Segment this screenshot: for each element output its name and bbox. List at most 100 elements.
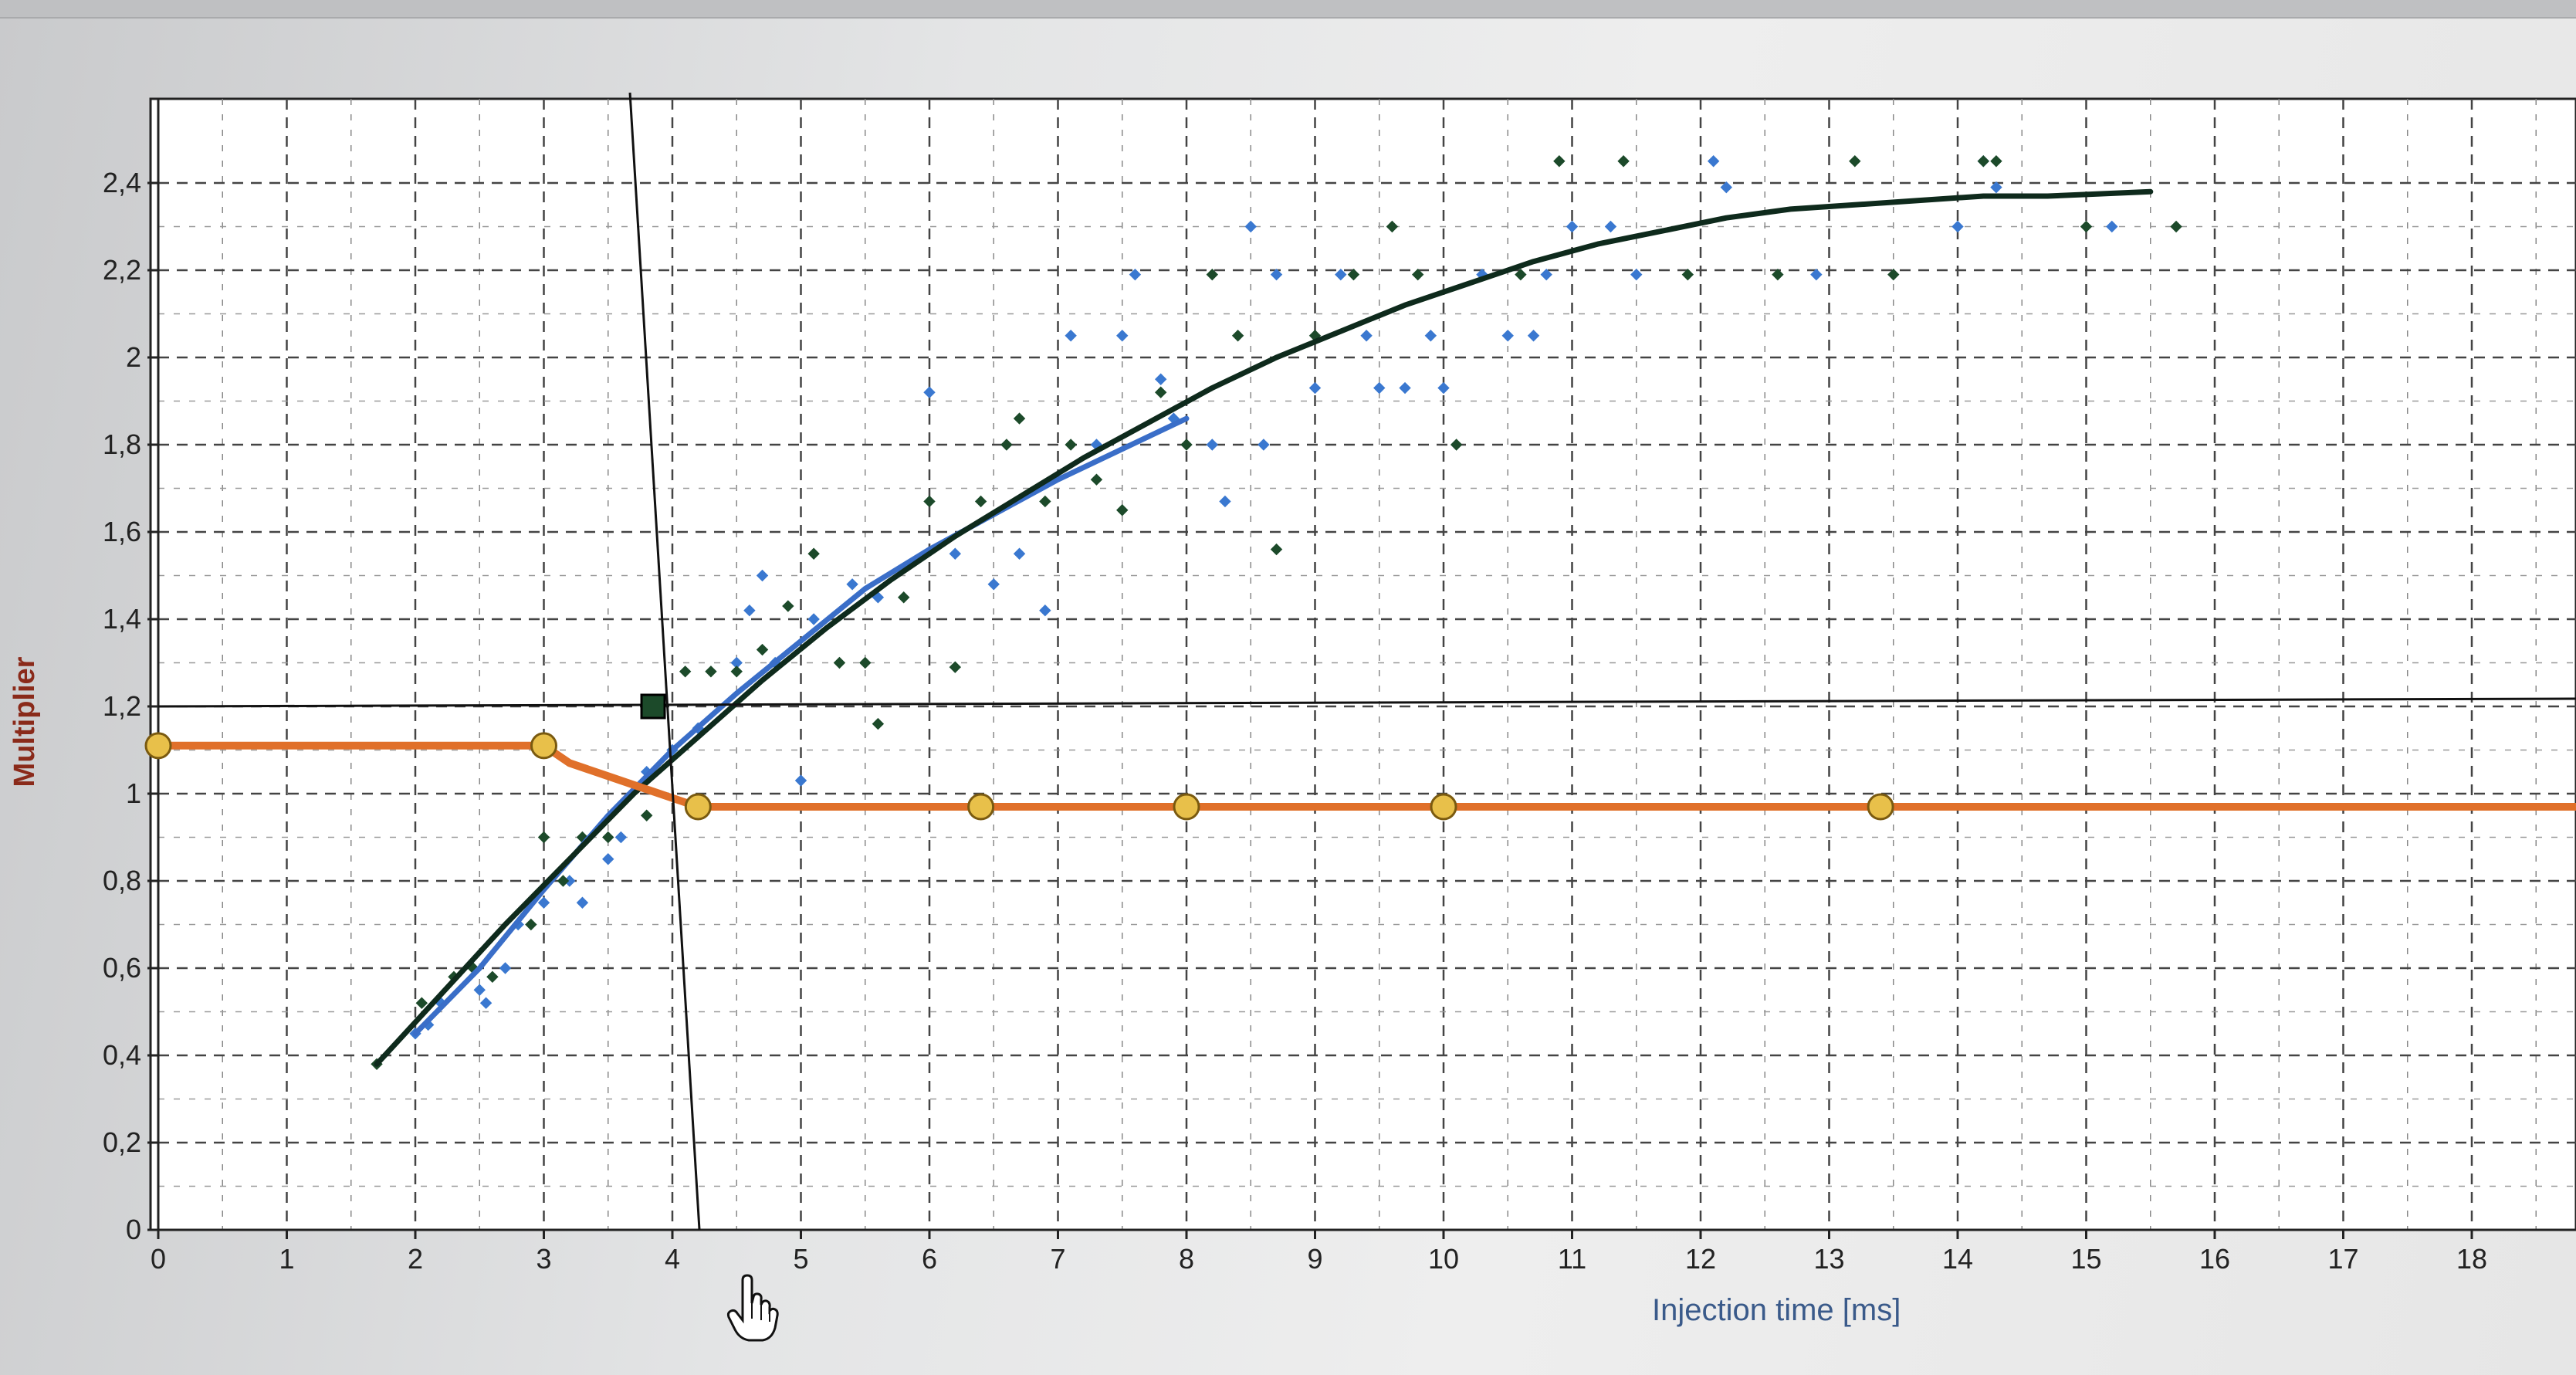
data-point-marker	[756, 569, 769, 582]
data-point-marker	[679, 665, 692, 678]
y-tick-label: 0	[126, 1214, 141, 1245]
y-tick-label: 0,2	[103, 1126, 141, 1158]
window-top-bar	[0, 0, 2576, 19]
curve-handle[interactable]	[530, 732, 557, 760]
curve-handle[interactable]	[967, 793, 995, 821]
crosshair-marker[interactable]	[640, 693, 666, 720]
series-group	[409, 155, 2118, 1040]
data-point-marker	[1013, 547, 1026, 560]
data-point-marker	[705, 665, 717, 678]
data-point-marker	[1810, 268, 1823, 281]
hand-pointer-icon	[726, 1274, 779, 1342]
data-point-marker	[807, 547, 820, 560]
x-tick-label: 5	[793, 1243, 808, 1275]
x-tick-label: 16	[2199, 1243, 2230, 1275]
data-point-marker	[1617, 155, 1630, 168]
data-point-marker	[743, 604, 756, 617]
data-point-marker	[1604, 220, 1617, 233]
data-point-marker	[1065, 439, 1077, 451]
data-point-marker	[602, 831, 614, 844]
data-point-marker	[846, 578, 858, 591]
data-point-marker	[794, 774, 807, 787]
series-group	[374, 188, 2154, 1067]
crosshair-vertical-line	[628, 92, 701, 1231]
y-tick-label: 1,8	[103, 428, 141, 460]
curve-handle[interactable]	[1867, 793, 1894, 821]
y-tick-label: 0,8	[103, 865, 141, 896]
data-point-marker	[1553, 155, 1566, 168]
data-point-marker	[1154, 373, 1167, 385]
x-tick-label: 12	[1685, 1243, 1716, 1275]
y-tick-label: 0,6	[103, 952, 141, 984]
data-point-marker	[537, 831, 550, 844]
data-point-marker	[1437, 381, 1450, 395]
data-point-marker	[1990, 155, 2002, 168]
crosshair[interactable]	[157, 92, 2576, 1231]
x-tick-label: 6	[922, 1243, 937, 1275]
data-point-marker	[1424, 330, 1437, 342]
x-tick-label: 7	[1050, 1243, 1065, 1275]
data-point-marker	[872, 717, 885, 730]
data-point-marker	[1566, 220, 1579, 233]
data-point-marker	[1450, 439, 1463, 451]
data-point-marker	[1129, 268, 1142, 281]
data-point-marker	[1515, 268, 1527, 281]
data-point-marker	[640, 809, 653, 821]
data-point-marker	[1347, 268, 1360, 281]
y-axis-title: Multiplier	[8, 656, 41, 787]
x-tick-label: 10	[1428, 1243, 1459, 1275]
data-point-marker	[1258, 439, 1270, 451]
grid	[158, 99, 2576, 1230]
data-point-marker	[1772, 268, 1784, 281]
y-tick-label: 1,4	[103, 603, 141, 635]
data-point-marker	[1090, 473, 1103, 486]
data-point-marker	[859, 656, 872, 669]
curve-handle[interactable]	[144, 732, 172, 760]
curve-handle[interactable]	[684, 793, 712, 821]
data-point-marker	[923, 386, 936, 398]
data-point-marker	[1540, 268, 1552, 281]
data-point-marker	[833, 656, 846, 669]
data-point-marker	[1977, 155, 1990, 168]
data-point-marker	[499, 962, 512, 974]
y-tick-label: 1,2	[103, 690, 141, 722]
crosshair-horizontal-line	[157, 697, 2576, 708]
data-point-marker	[1951, 220, 1964, 233]
data-point-marker	[923, 495, 936, 508]
data-point-marker	[1707, 155, 1720, 168]
x-tick-label: 11	[1558, 1243, 1586, 1275]
data-point-marker	[537, 896, 550, 909]
data-point-marker	[1039, 495, 1051, 508]
data-point-marker	[1116, 330, 1129, 342]
x-tick-label: 3	[536, 1243, 551, 1275]
data-point-marker	[1270, 268, 1283, 281]
data-point-marker	[1039, 604, 1051, 617]
y-tick-label: 1	[126, 777, 141, 809]
y-tick-label: 1,6	[103, 516, 141, 547]
data-point-marker	[576, 896, 589, 909]
data-point-marker	[1990, 181, 2002, 194]
data-point-marker	[2170, 220, 2182, 233]
data-point-marker	[1308, 381, 1322, 395]
data-point-marker	[1154, 386, 1167, 398]
data-point-marker	[1231, 330, 1244, 342]
data-point-marker	[1180, 439, 1193, 451]
data-point-marker	[1065, 330, 1077, 342]
data-point-marker	[479, 997, 493, 1009]
data-point-marker	[1681, 268, 1694, 281]
curve-handle[interactable]	[1173, 793, 1200, 821]
data-point-marker	[525, 918, 537, 931]
data-point-marker	[1720, 181, 1733, 194]
data-point-marker	[1887, 268, 1900, 281]
data-point-marker	[2080, 220, 2093, 233]
data-point-marker	[415, 997, 428, 1009]
data-point-marker	[1270, 543, 1283, 556]
curve-handle[interactable]	[1430, 793, 1457, 821]
data-point-marker	[807, 613, 820, 625]
data-point-marker	[974, 495, 987, 508]
data-point-marker	[1244, 220, 1257, 233]
data-point-marker	[987, 578, 1000, 591]
x-tick-label: 0	[151, 1243, 166, 1275]
data-point-marker	[1501, 330, 1514, 342]
